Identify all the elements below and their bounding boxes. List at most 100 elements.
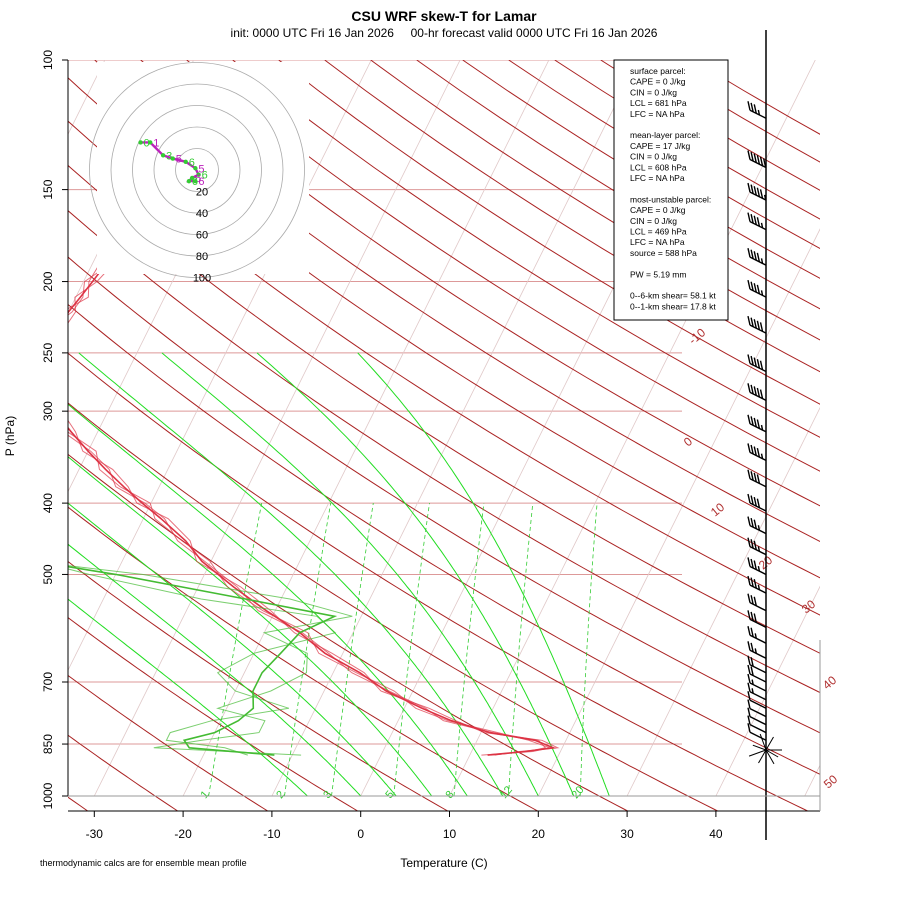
wind-barb (747, 682, 767, 701)
y-tick-label: 400 (41, 493, 55, 513)
y-tick-label: 100 (41, 50, 55, 70)
barb-flag (747, 664, 751, 675)
y-axis-label: P (hPa) (3, 416, 17, 456)
barb-shaft (749, 707, 767, 718)
barb-flag (747, 212, 751, 222)
dry-adiabat (68, 303, 820, 775)
barb-shaft (749, 723, 767, 734)
hodograph-point (183, 159, 188, 164)
mixing-ratio-label: 20 (569, 784, 586, 801)
chart-title: CSU WRF skew-T for Lamar (351, 8, 537, 24)
dry-adiabat (68, 560, 449, 811)
wind-barb (747, 575, 767, 594)
x-tick-label: -30 (86, 827, 104, 841)
footnote: thermodynamic calcs are for ensemble mea… (40, 858, 247, 868)
mixing-ratio-line (208, 503, 263, 797)
isotherm-label: 0 (681, 434, 695, 449)
barb-flag (753, 186, 757, 196)
hodograph-point (138, 140, 143, 145)
barb-flag (750, 595, 754, 605)
chart-subtitle: init: 0000 UTC Fri 16 Jan 2026 00-hr for… (231, 26, 658, 40)
info-line: CIN = 0 J/kg (630, 216, 677, 226)
wind-barb (747, 664, 767, 683)
barb-flag (753, 596, 757, 606)
x-tick-label: -20 (174, 827, 192, 841)
hodograph-trace (140, 141, 201, 183)
hodograph-ring-label: 40 (196, 208, 208, 220)
info-line: CAPE = 0 J/kg (630, 205, 686, 215)
barb-half-flag (760, 290, 764, 296)
barb-flag (747, 315, 751, 326)
isotherm-label: 10 (708, 500, 727, 520)
y-tick-label: 300 (41, 401, 55, 421)
info-line: LFC = NA hPa (630, 109, 685, 119)
barb-flag (753, 386, 757, 396)
wind-barb (747, 315, 767, 334)
barb-flag (747, 248, 751, 258)
info-line: LCL = 608 hPa (630, 162, 687, 172)
barb-flag (747, 641, 751, 651)
hodograph-point (170, 156, 175, 161)
barb-flag (753, 496, 757, 507)
barb-flag (750, 102, 754, 112)
wind-barb (747, 715, 767, 734)
hodograph-ring (132, 105, 262, 235)
barb-flag (747, 699, 751, 709)
mixing-ratio-line (331, 503, 374, 797)
dry-adiabat (324, 60, 820, 373)
barb-flag (750, 611, 754, 622)
barb-flag (750, 214, 754, 224)
barb-flag (756, 320, 761, 330)
isotherm-label: -10 (686, 325, 709, 347)
dry-adiabat (68, 674, 269, 811)
info-line: CAPE = 0 J/kg (630, 77, 686, 87)
barb-shaft (749, 699, 767, 709)
surface-barb (765, 749, 775, 765)
mixing-ratio-line (579, 503, 598, 797)
barb-flag (747, 673, 751, 684)
barb-flag (753, 104, 757, 114)
wind-barb (747, 593, 767, 612)
hodograph-point-label: 5 (198, 163, 204, 175)
barb-flag (747, 691, 751, 701)
mixing-ratio-line (453, 503, 485, 797)
barb-flag (747, 493, 751, 504)
y-tick-label: 200 (41, 271, 55, 291)
surface-barb (748, 749, 767, 757)
dry-adiabat (278, 60, 820, 405)
barb-flag (753, 446, 757, 456)
surface-barb (765, 749, 779, 758)
mixing-ratio-line (393, 503, 430, 797)
barb-flag (747, 150, 751, 160)
wind-barb (747, 212, 767, 231)
y-tick-label: 250 (41, 343, 55, 363)
barb-half-flag (760, 222, 764, 229)
barb-flag (747, 610, 751, 620)
dry-adiabat (68, 210, 820, 694)
barb-half-flag (763, 194, 767, 201)
barb-flag (747, 715, 751, 725)
barb-half-flag (757, 546, 761, 552)
info-line: LFC = NA hPa (630, 173, 685, 183)
info-line: mean-layer parcel: (630, 130, 700, 140)
mixing-ratio-label: 5 (383, 789, 396, 801)
dry-adiabat (232, 60, 820, 438)
barb-flag (750, 657, 754, 667)
barb-flag (753, 357, 757, 367)
barb-shaft (749, 716, 767, 726)
barb-flag (747, 575, 751, 586)
barb-flag (747, 516, 751, 526)
barb-flag (756, 419, 761, 429)
barb-flag (750, 517, 754, 528)
y-tick-label: 700 (41, 672, 55, 692)
wind-barb (747, 383, 767, 401)
info-line: 0--1-km shear= 17.8 kt (630, 301, 716, 311)
hodograph-point (196, 172, 201, 177)
y-tick-label: 1000 (41, 782, 55, 809)
isotherm-line (715, 585, 820, 797)
barb-flag (753, 319, 757, 329)
dry-adiabat (68, 453, 629, 811)
barb-half-flag (757, 566, 761, 572)
surface-barb (759, 733, 767, 751)
wind-barb (747, 280, 767, 298)
